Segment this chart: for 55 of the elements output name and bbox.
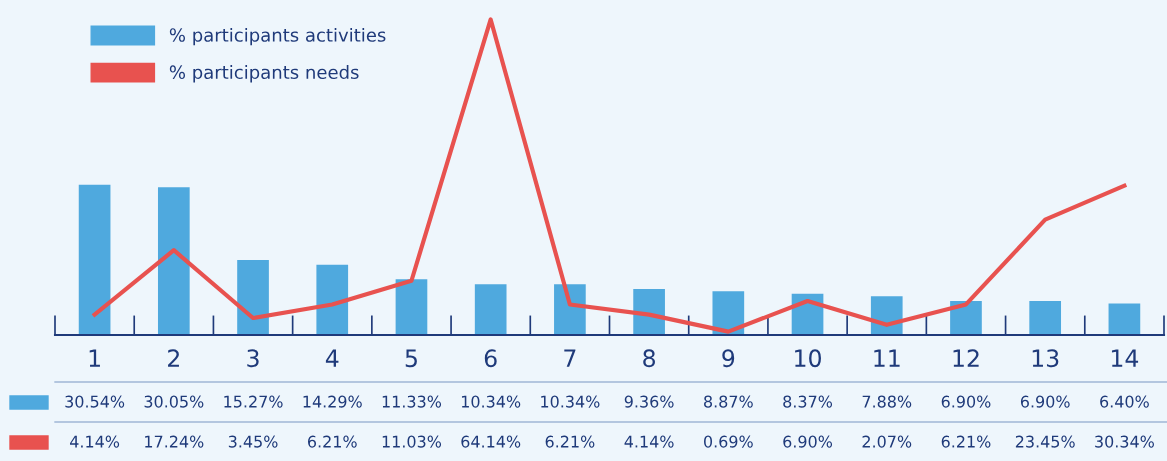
- bar: [237, 259, 269, 335]
- data-label: 11.33%: [382, 395, 442, 408]
- x-tick-label: 12: [953, 349, 979, 367]
- data-label: 6.40%: [1100, 395, 1149, 408]
- x-tick-label: 7: [564, 349, 576, 367]
- bar: [474, 284, 507, 335]
- x-tick-label: 9: [722, 349, 735, 368]
- bar: [554, 284, 586, 335]
- data-label: 17.24%: [145, 435, 204, 448]
- x-tick-label: 11: [874, 349, 900, 367]
- data-label: 3.45%: [228, 435, 278, 448]
- x-tick-label: 14: [1111, 349, 1139, 367]
- data-label: 6.21%: [308, 435, 357, 448]
- bar: [395, 279, 428, 335]
- data-label: 11.03%: [382, 435, 442, 448]
- bar: [633, 288, 665, 335]
- data-label: 2.07%: [862, 435, 912, 448]
- data-label: 10.34%: [541, 395, 600, 408]
- bar: [1029, 301, 1062, 335]
- x-tick-label: 6: [484, 349, 497, 368]
- bar: [1108, 303, 1141, 335]
- x-tick-label: 13: [1032, 349, 1059, 368]
- data-label: 15.27%: [224, 395, 283, 408]
- x-tick-label: 5: [405, 349, 417, 368]
- x-tick-label: 8: [643, 349, 655, 368]
- data-label: 8.37%: [783, 395, 833, 408]
- data-label: 4.14%: [624, 435, 674, 448]
- bar: [950, 301, 982, 335]
- data-label: 7.88%: [862, 395, 912, 408]
- data-label: 0.69%: [704, 435, 753, 448]
- data-label: 6.21%: [545, 435, 595, 448]
- data-label: 64.14%: [461, 435, 521, 448]
- data-label: 9.36%: [624, 395, 674, 408]
- data-label: 30.05%: [144, 395, 204, 408]
- data-label: 30.34%: [1095, 435, 1154, 448]
- legend-label: % participants needs: [169, 65, 359, 83]
- x-tick-label: 2: [168, 349, 179, 367]
- data-label: 30.54%: [65, 395, 125, 408]
- data-label: 6.21%: [941, 435, 991, 448]
- data-label: 8.87%: [704, 395, 753, 408]
- x-tick-label: 4: [325, 349, 339, 367]
- x-tick-label: 10: [795, 349, 821, 368]
- legend-label: % participants activities: [169, 27, 386, 46]
- data-label: 6.90%: [783, 435, 833, 448]
- x-tick-label: 1: [89, 349, 100, 367]
- bar: [157, 187, 190, 335]
- data-label: 4.14%: [70, 435, 120, 448]
- bar: [316, 264, 349, 335]
- data-label: 6.90%: [1020, 395, 1070, 408]
- data-label: 10.34%: [461, 395, 521, 408]
- bar: [78, 184, 111, 335]
- data-label: 6.90%: [941, 395, 991, 408]
- data-label: 14.29%: [303, 395, 362, 408]
- x-tick-label: 3: [247, 349, 259, 368]
- data-label: 23.45%: [1015, 435, 1075, 448]
